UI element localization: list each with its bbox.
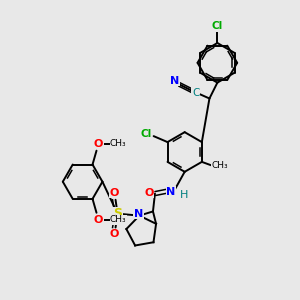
Text: O: O	[144, 188, 154, 198]
Text: N: N	[134, 208, 143, 219]
Text: O: O	[110, 230, 119, 239]
Text: C: C	[192, 88, 199, 98]
Text: CH₃: CH₃	[212, 161, 228, 170]
Text: N: N	[170, 76, 179, 85]
Text: Cl: Cl	[212, 21, 223, 31]
Text: Cl: Cl	[140, 129, 151, 139]
Text: CH₃: CH₃	[110, 139, 127, 148]
Text: CH₃: CH₃	[110, 215, 127, 224]
Text: O: O	[94, 139, 103, 149]
Text: O: O	[94, 215, 103, 225]
Text: H: H	[179, 190, 188, 200]
Text: O: O	[110, 188, 119, 198]
Text: S: S	[113, 207, 122, 220]
Text: N: N	[166, 187, 176, 196]
